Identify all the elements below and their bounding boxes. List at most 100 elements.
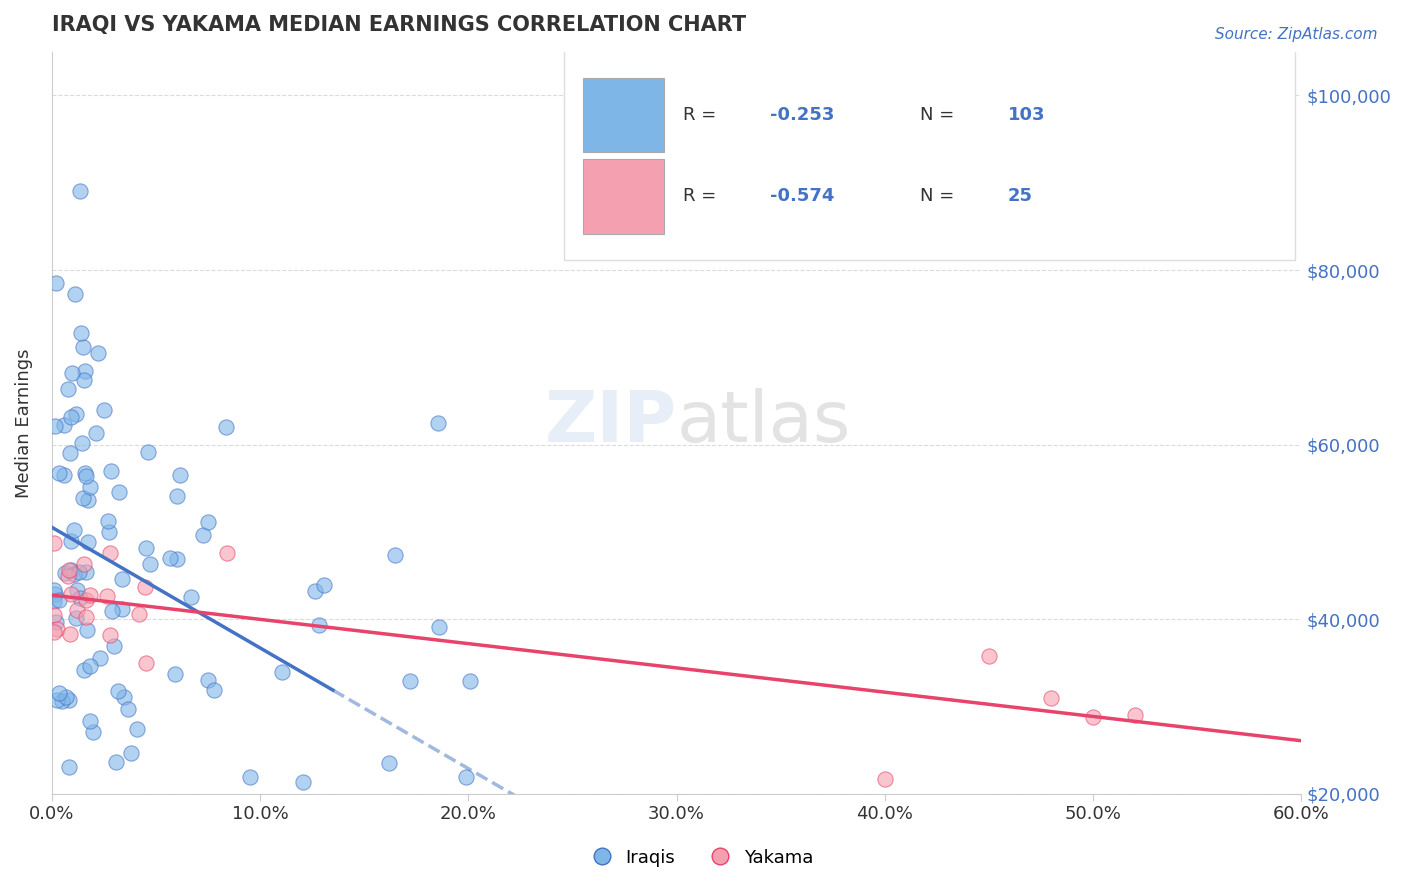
Point	[73, 664, 96, 678]
Point	[79, 658, 101, 673]
Point	[44, 535, 66, 549]
Text: N =: N =	[920, 187, 960, 205]
Point	[75, 610, 97, 624]
Point	[419, 874, 441, 888]
Point	[79, 588, 101, 602]
Text: atlas: atlas	[676, 388, 851, 458]
Text: IRAQI VS YAKAMA MEDIAN EARNINGS CORRELATION CHART: IRAQI VS YAKAMA MEDIAN EARNINGS CORRELAT…	[52, 15, 745, 35]
Point	[384, 548, 406, 562]
Point	[55, 690, 77, 705]
Point	[135, 541, 157, 555]
Point	[59, 446, 82, 460]
Point	[120, 746, 142, 760]
Point	[420, 803, 443, 817]
Point	[454, 770, 477, 784]
Text: R =: R =	[683, 106, 721, 124]
Point	[308, 618, 330, 632]
Point	[136, 445, 159, 459]
Point	[458, 674, 481, 689]
Point	[69, 326, 91, 340]
Point	[59, 627, 82, 641]
Point	[111, 602, 134, 616]
Point	[69, 184, 91, 198]
Point	[197, 673, 219, 687]
Text: 103: 103	[1008, 106, 1045, 124]
Point	[69, 565, 91, 579]
Point	[96, 514, 118, 528]
Point	[134, 580, 156, 594]
Point	[75, 469, 97, 483]
Point	[215, 420, 238, 434]
Point	[100, 463, 122, 477]
Point	[304, 584, 326, 599]
Point	[80, 858, 103, 872]
Point	[84, 425, 107, 440]
Point	[180, 590, 202, 604]
Point	[1123, 707, 1146, 722]
Point	[59, 410, 82, 425]
Text: -0.574: -0.574	[770, 187, 835, 205]
Point	[45, 276, 67, 290]
Point	[45, 622, 67, 636]
Point	[98, 628, 121, 642]
Point	[111, 573, 134, 587]
Point	[159, 550, 181, 565]
Point	[135, 656, 157, 670]
Point	[72, 491, 94, 505]
Point	[58, 563, 80, 577]
Point	[53, 566, 76, 581]
Point	[378, 756, 401, 770]
Point	[60, 587, 83, 601]
Point	[45, 692, 67, 706]
Point	[117, 702, 139, 716]
Point	[66, 582, 89, 597]
Y-axis label: Median Earnings: Median Earnings	[15, 348, 32, 498]
Point	[42, 583, 65, 598]
Text: Source: ZipAtlas.com: Source: ZipAtlas.com	[1215, 27, 1378, 42]
Point	[51, 694, 73, 708]
Point	[42, 593, 65, 607]
Point	[58, 693, 80, 707]
Point	[48, 592, 70, 607]
Point	[1081, 710, 1104, 724]
Point	[1040, 691, 1063, 706]
Point	[112, 690, 135, 704]
Point	[48, 466, 70, 480]
Point	[243, 845, 266, 859]
Point	[165, 667, 187, 681]
Point	[107, 484, 129, 499]
Text: N =: N =	[920, 106, 960, 124]
Point	[73, 466, 96, 480]
Point	[62, 523, 84, 537]
Point	[217, 546, 239, 560]
Point	[100, 604, 122, 618]
FancyBboxPatch shape	[583, 160, 664, 234]
Point	[76, 623, 98, 637]
Point	[44, 587, 66, 601]
Point	[125, 722, 148, 736]
Point	[433, 874, 456, 888]
Point	[93, 402, 115, 417]
Point	[98, 525, 121, 540]
Point	[398, 673, 420, 688]
Point	[977, 649, 1000, 664]
Point	[66, 603, 89, 617]
Point	[48, 686, 70, 700]
Point	[271, 665, 294, 679]
Point	[239, 770, 262, 784]
Point	[79, 480, 101, 494]
Point	[427, 620, 450, 634]
Point	[69, 591, 91, 605]
Point	[128, 607, 150, 621]
Point	[59, 534, 82, 549]
Point	[426, 417, 449, 431]
Point	[65, 611, 87, 625]
Point	[191, 528, 214, 542]
Point	[82, 724, 104, 739]
Point	[75, 566, 97, 580]
Text: 25: 25	[1008, 187, 1032, 205]
Point	[75, 593, 97, 607]
Point	[96, 590, 118, 604]
Point	[314, 578, 336, 592]
Point	[89, 650, 111, 665]
